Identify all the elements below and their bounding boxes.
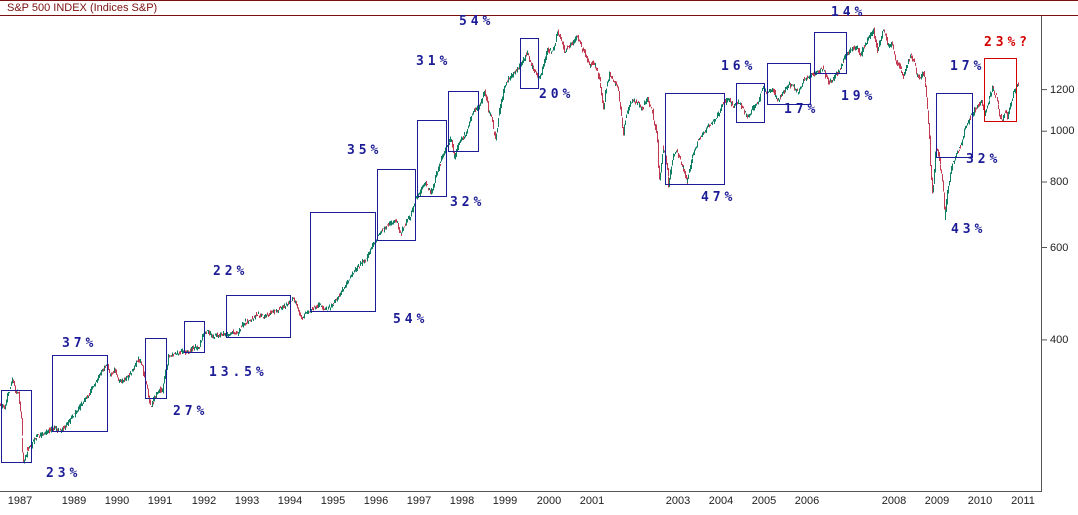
x-axis-label: 2000 (536, 495, 562, 507)
x-axis-label: 1996 (363, 495, 389, 507)
y-axis-label: 400 (1050, 334, 1069, 346)
annotation-box (814, 32, 847, 74)
annotation-box (665, 93, 725, 185)
annotation-box (310, 212, 376, 312)
percent-label: 19% (841, 89, 877, 104)
annotation-box (52, 355, 108, 432)
x-axis-label: 2006 (794, 495, 820, 507)
percent-label: 32% (450, 195, 486, 210)
percent-label: 23% (46, 466, 82, 481)
percent-label: 54% (459, 14, 495, 29)
y-axis-label: 600 (1050, 242, 1069, 254)
x-axis-label: 1994 (277, 495, 303, 507)
percent-label: 32% (966, 152, 1002, 167)
x-axis-label: 2005 (751, 495, 777, 507)
x-axis-label: 1987 (7, 495, 33, 507)
percent-label: 16% (721, 59, 757, 74)
annotation-box (448, 91, 479, 152)
annotation-box (767, 63, 811, 105)
percent-label: 17% (784, 102, 820, 117)
percent-label: 47% (701, 190, 737, 205)
annotation-box (936, 93, 973, 158)
annotation-box (226, 295, 291, 338)
x-axis-label: 2001 (579, 495, 605, 507)
percent-label: 27% (173, 404, 209, 419)
title-divider (0, 15, 1078, 16)
x-axis-label: 2008 (881, 495, 907, 507)
percent-label: 14% (831, 5, 867, 20)
annotation-box (145, 338, 167, 399)
x-axis-label: 2010 (967, 495, 993, 507)
percent-label: 43% (951, 222, 987, 237)
x-axis-label: 2011 (1011, 495, 1035, 507)
x-axis-label: 1993 (234, 495, 260, 507)
y-axis-label: 1000 (1050, 125, 1075, 137)
x-axis-label: 1998 (449, 495, 475, 507)
x-axis-label: 1990 (104, 495, 130, 507)
x-axis-label: 1995 (320, 495, 346, 507)
x-axis-label: 1991 (147, 495, 173, 507)
percent-label: 35% (347, 143, 383, 158)
x-axis-label: 2004 (708, 495, 734, 507)
projection-box (984, 58, 1017, 122)
percent-label: 22% (213, 264, 249, 279)
projection-percent-label: 23%? (984, 35, 1031, 50)
y-axis-label: 800 (1050, 176, 1069, 188)
percent-label: 17% (950, 59, 986, 74)
y-axis-label: 1200 (1050, 84, 1075, 96)
x-axis-label: 2003 (665, 495, 691, 507)
chart-title: S&P 500 INDEX (Indices S&P) (7, 2, 158, 14)
percent-label: 31% (416, 54, 452, 69)
annotation-box (1, 390, 32, 463)
x-axis-label: 1999 (492, 495, 518, 507)
annotation-box (184, 321, 205, 353)
annotation-box (520, 38, 539, 89)
percent-label: 37% (62, 336, 98, 351)
x-axis-label: 2009 (924, 495, 950, 507)
annotation-box (377, 169, 416, 241)
annotation-box (736, 83, 765, 123)
annotation-box (417, 120, 447, 197)
percent-label: 13.5% (209, 365, 268, 380)
x-axis-label: 1997 (406, 495, 432, 507)
x-axis-label: 1989 (61, 495, 87, 507)
percent-label: 54% (393, 312, 429, 327)
candles-up (2, 28, 1018, 464)
percent-label: 20% (539, 87, 575, 102)
x-axis-label: 1992 (191, 495, 217, 507)
